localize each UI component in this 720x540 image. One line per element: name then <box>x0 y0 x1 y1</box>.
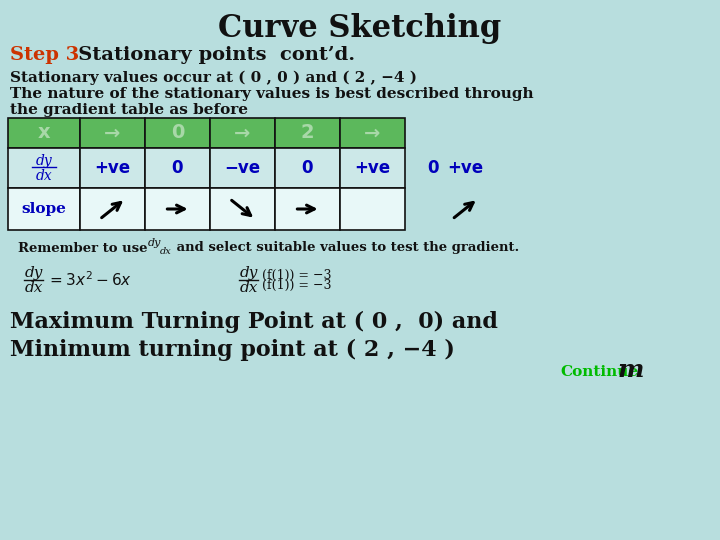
Text: 0: 0 <box>172 159 184 177</box>
Text: Remember to use: Remember to use <box>18 241 152 254</box>
Text: Maximum Turning Point at ( 0 ,  0) and: Maximum Turning Point at ( 0 , 0) and <box>10 311 498 333</box>
Text: and select suitable values to test the gradient.: and select suitable values to test the g… <box>172 241 519 254</box>
Text: the gradient table as before: the gradient table as before <box>10 103 248 117</box>
Bar <box>275 148 340 188</box>
Bar <box>145 188 210 230</box>
Text: dy: dy <box>148 238 161 248</box>
Text: dy: dy <box>240 266 258 280</box>
Bar <box>340 118 405 148</box>
Bar <box>80 148 145 188</box>
Text: dx: dx <box>240 281 258 295</box>
Text: Continue: Continue <box>560 365 638 379</box>
Bar <box>340 148 405 188</box>
Bar <box>340 188 405 230</box>
Text: 0: 0 <box>302 159 313 177</box>
Text: →: → <box>104 124 121 143</box>
Text: →: → <box>364 124 381 143</box>
Text: x: x <box>37 124 50 143</box>
Bar <box>8 118 80 148</box>
Text: dx: dx <box>25 281 43 295</box>
Text: Minimum turning point at ( 2 , −4 ): Minimum turning point at ( 2 , −4 ) <box>10 339 455 361</box>
Bar <box>80 188 145 230</box>
Bar <box>210 188 275 230</box>
Text: dy: dy <box>35 154 53 168</box>
Bar <box>8 148 80 188</box>
Text: $= 3x^2 - 6x$: $= 3x^2 - 6x$ <box>47 271 132 289</box>
Text: Stationary points  cont’d.: Stationary points cont’d. <box>58 46 355 64</box>
Bar <box>145 148 210 188</box>
Text: −ve: −ve <box>225 159 261 177</box>
Text: Curve Sketching: Curve Sketching <box>218 12 502 44</box>
Text: (f(1)) = −3: (f(1)) = −3 <box>262 279 331 292</box>
Text: Stationary values occur at ( 0 , 0 ) and ( 2 , −4 ): Stationary values occur at ( 0 , 0 ) and… <box>10 71 417 85</box>
Bar <box>210 118 275 148</box>
Bar <box>275 188 340 230</box>
Text: +ve: +ve <box>447 159 483 177</box>
Text: +ve: +ve <box>94 159 130 177</box>
Text: slope: slope <box>22 202 66 216</box>
Bar <box>145 118 210 148</box>
Text: Step 3: Step 3 <box>10 46 79 64</box>
Text: 0: 0 <box>171 124 184 143</box>
Text: dx: dx <box>160 246 172 255</box>
Text: +ve: +ve <box>354 159 390 177</box>
Bar <box>8 188 80 230</box>
Bar <box>210 148 275 188</box>
Text: (f(1)) = −3: (f(1)) = −3 <box>262 268 331 281</box>
Text: dx: dx <box>35 169 53 183</box>
Text: m: m <box>618 358 644 382</box>
Text: The nature of the stationary values is best described through: The nature of the stationary values is b… <box>10 87 534 101</box>
Text: 0: 0 <box>427 159 438 177</box>
Text: →: → <box>234 124 251 143</box>
Text: dy: dy <box>25 266 43 280</box>
Bar <box>80 118 145 148</box>
Bar <box>275 118 340 148</box>
Text: 2: 2 <box>301 124 315 143</box>
